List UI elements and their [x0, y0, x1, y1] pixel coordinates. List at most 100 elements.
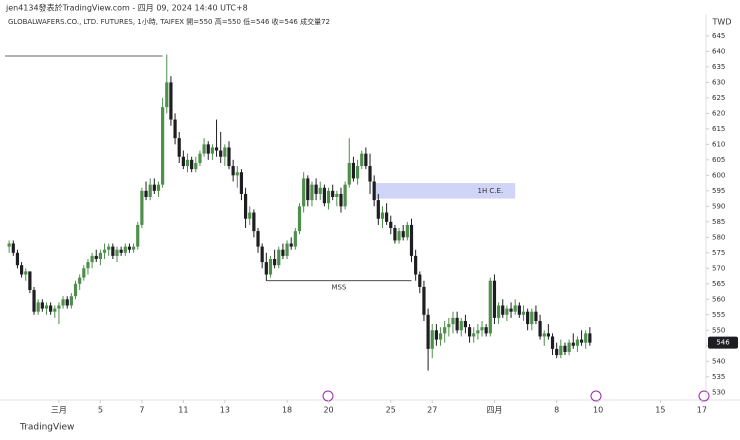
y-tick-label: 610: [712, 140, 725, 148]
candle-body: [136, 224, 140, 247]
candle-body: [90, 255, 94, 263]
y-tick-label: 535: [712, 373, 725, 381]
candle-body: [161, 107, 165, 185]
candle-body: [98, 252, 103, 260]
candle-body: [61, 299, 65, 306]
candle-body: [156, 184, 161, 191]
candle-body: [177, 138, 181, 157]
candle-body: [57, 305, 61, 309]
candle-body: [497, 305, 501, 318]
x-tick-label: 8: [554, 406, 559, 415]
candle-body: [190, 159, 194, 170]
candle-body: [517, 305, 521, 315]
x-tick-label: 11: [178, 406, 188, 415]
y-tick-label: 585: [712, 218, 725, 226]
y-tick-label: 590: [712, 202, 725, 210]
candle-body: [102, 249, 107, 253]
candle-body: [148, 184, 152, 198]
candle-body: [173, 119, 177, 139]
header: jen4134發表於TradingView.com - 四月 09, 2024 …: [5, 3, 248, 13]
x-tick-label: 15: [655, 406, 665, 415]
candle-body: [314, 184, 318, 194]
candle-body: [239, 172, 244, 194]
x-tick-label: 27: [427, 406, 437, 415]
y-tick-label: 570: [712, 264, 725, 272]
candle-body: [111, 246, 115, 256]
y-tick-label: 600: [712, 171, 725, 179]
x-tick-label: 5: [98, 406, 103, 415]
candle-body: [181, 156, 185, 167]
candle-body: [194, 162, 198, 170]
candle-body: [372, 181, 376, 201]
candle-body: [44, 305, 49, 309]
level-label: MSS: [331, 284, 346, 292]
candle-body: [351, 162, 356, 179]
x-tick-label: 13: [220, 406, 230, 415]
candle-body: [268, 259, 273, 275]
candle-body: [273, 259, 277, 266]
candle-body: [131, 246, 136, 250]
candle-body: [49, 305, 53, 312]
candle-body: [393, 228, 397, 241]
y-tick-label: 645: [712, 32, 725, 40]
candle-body: [260, 246, 264, 263]
symbol-legend: GLOBALWAFERS.CO., LTD. FUTURES, 1小時, TAI…: [8, 17, 330, 26]
candle-body: [69, 296, 73, 306]
candle-body: [202, 144, 206, 154]
x-tick-label: 四月: [486, 406, 502, 415]
candle-body: [144, 190, 148, 198]
y-tick-label: 530: [712, 388, 725, 396]
candle-body: [414, 255, 418, 275]
y-tick-label: 635: [712, 63, 725, 71]
candle-body: [322, 187, 326, 204]
candle-body: [575, 339, 580, 346]
candle-body: [140, 190, 144, 225]
y-tick-label: 595: [712, 187, 725, 195]
candle-body: [480, 327, 484, 331]
candle-body: [32, 289, 36, 312]
candle-body: [24, 271, 28, 275]
candle-body: [459, 320, 463, 331]
candle-body: [264, 262, 268, 275]
candle-body: [248, 212, 252, 219]
candle-body: [227, 147, 231, 167]
candle-body: [401, 231, 405, 238]
event-icons: [322, 390, 710, 402]
candle-body: [538, 320, 542, 337]
candle-body: [368, 166, 372, 182]
candle-body: [555, 348, 559, 356]
candle-body: [430, 330, 434, 349]
candle-body: [293, 231, 297, 247]
candle-body: [78, 277, 82, 284]
candle-body: [40, 302, 44, 309]
candle-body: [19, 265, 24, 275]
candle-body: [119, 249, 123, 253]
candle-body: [94, 255, 98, 260]
y-tick-label: 575: [712, 249, 725, 257]
y-tick-label: 540: [712, 357, 725, 365]
candle-body: [123, 246, 127, 253]
candle-body: [534, 311, 538, 321]
candle-body: [355, 166, 360, 179]
candle-body: [526, 311, 530, 325]
candle-body: [484, 327, 488, 334]
candle-body: [463, 320, 468, 328]
candle-body: [588, 333, 592, 343]
price-label-box: [708, 336, 738, 349]
currency: TWD: [712, 18, 732, 27]
candle-body: [185, 159, 190, 167]
candle-body: [127, 246, 132, 250]
candle-body: [28, 271, 32, 290]
candle-body: [15, 252, 20, 266]
candle-body: [285, 243, 289, 256]
x-tick-label: 17: [697, 406, 707, 415]
candle-body: [65, 299, 69, 306]
candle-body: [409, 224, 414, 256]
candle-body: [306, 178, 310, 201]
y-tick-label: 565: [712, 280, 725, 288]
candle-body: [584, 333, 588, 343]
zone-label: 1H C.E.: [477, 187, 503, 195]
x-tick-label: 7: [139, 406, 144, 415]
x-tick-label: 18: [282, 406, 292, 415]
